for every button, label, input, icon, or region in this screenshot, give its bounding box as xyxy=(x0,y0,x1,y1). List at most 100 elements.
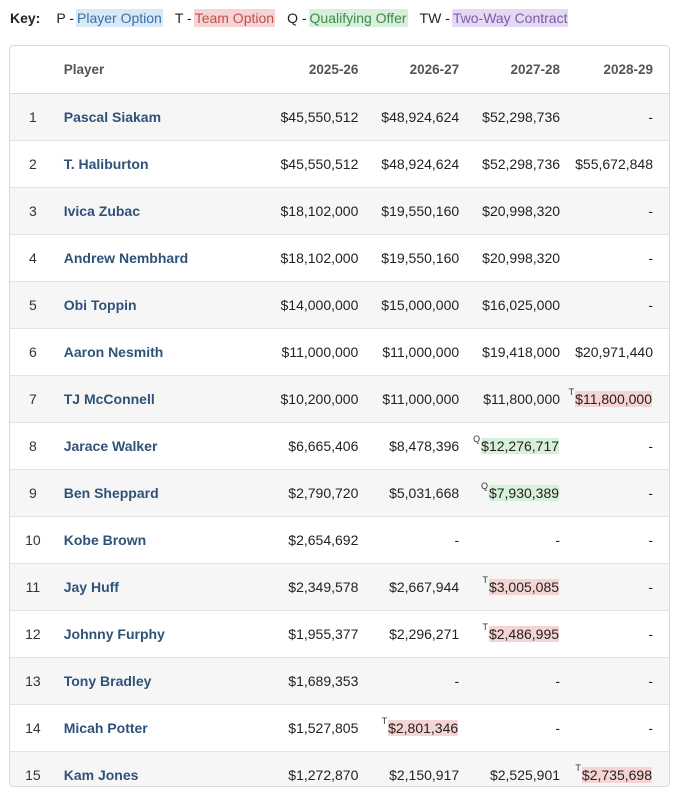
salary-cell-2026-27: T$2,801,346 xyxy=(358,705,459,752)
player-cell: TJ McConnell xyxy=(56,376,255,423)
salary-cell-2027-28: $16,025,000 xyxy=(459,282,560,329)
rank-cell: 5 xyxy=(10,282,56,329)
salary-cell-2028-29: - xyxy=(560,705,669,752)
player-cell: Aaron Nesmith xyxy=(56,329,255,376)
rank-cell: 13 xyxy=(10,658,56,705)
salary-value: - xyxy=(648,250,653,266)
salary-value: $52,298,736 xyxy=(482,109,560,125)
salary-cell-2027-28: - xyxy=(459,705,560,752)
salary-table-container: Player 2025-26 2026-27 2027-28 2028-29 1… xyxy=(9,45,670,787)
player-cell: Andrew Nembhard xyxy=(56,235,255,282)
table-header-row: Player 2025-26 2026-27 2027-28 2028-29 xyxy=(10,46,669,94)
salary-cell-2028-29: - xyxy=(560,282,669,329)
player-link[interactable]: Ivica Zubac xyxy=(64,203,140,219)
player-link[interactable]: Jarace Walker xyxy=(64,438,158,454)
rank-cell: 4 xyxy=(10,235,56,282)
salary-value: - xyxy=(648,485,653,501)
salary-value: $11,800,000 xyxy=(483,391,560,407)
rank-cell: 10 xyxy=(10,517,56,564)
salary-value: $5,031,668 xyxy=(389,485,459,501)
salary-value: $18,102,000 xyxy=(281,203,359,219)
key-item-team-option: T - Team Option xyxy=(175,9,275,27)
team-option-marker: T$2,801,346 xyxy=(381,719,460,737)
salary-value: $20,998,320 xyxy=(482,203,560,219)
player-link[interactable]: TJ McConnell xyxy=(64,391,155,407)
header-rank xyxy=(10,46,56,94)
option-superscript: Q xyxy=(473,434,480,444)
salary-value: $48,924,624 xyxy=(381,156,459,172)
player-link[interactable]: Aaron Nesmith xyxy=(64,344,164,360)
salary-cell-2028-29: - xyxy=(560,564,669,611)
salary-value: - xyxy=(555,673,560,689)
rank-cell: 3 xyxy=(10,188,56,235)
header-2025-26[interactable]: 2025-26 xyxy=(255,46,359,94)
team-option-marker: T$3,005,085 xyxy=(481,578,560,596)
salary-value: $20,998,320 xyxy=(482,250,560,266)
salary-value: - xyxy=(648,673,653,689)
player-link[interactable]: Johnny Furphy xyxy=(64,626,165,642)
qualifying-offer-marker: Q$7,930,389 xyxy=(480,484,560,502)
salary-cell-2026-27: $48,924,624 xyxy=(358,141,459,188)
header-player[interactable]: Player xyxy=(56,46,255,94)
salary-value: $11,800,000 xyxy=(575,391,652,407)
player-link[interactable]: Kobe Brown xyxy=(64,532,146,548)
player-cell: Tony Bradley xyxy=(56,658,255,705)
salary-value: $11,000,000 xyxy=(382,344,459,360)
player-link[interactable]: Micah Potter xyxy=(64,720,148,736)
option-superscript: T xyxy=(569,387,575,397)
rank-cell: 2 xyxy=(10,141,56,188)
team-option-marker: T$2,735,698 xyxy=(574,766,653,784)
salary-cell-2027-28: $52,298,736 xyxy=(459,94,560,141)
key-code-tw: TW - xyxy=(420,10,450,26)
salary-value: $20,971,440 xyxy=(575,344,653,360)
key-code-p: P - xyxy=(56,10,74,26)
salary-value: $15,000,000 xyxy=(381,297,459,313)
salary-cell-2025-26: $45,550,512 xyxy=(255,141,359,188)
rank-cell: 9 xyxy=(10,470,56,517)
salary-value: $8,478,396 xyxy=(389,438,459,454)
salary-cell-2025-26: $1,689,353 xyxy=(255,658,359,705)
player-link[interactable]: Kam Jones xyxy=(64,767,139,783)
salary-cell-2027-28: $52,298,736 xyxy=(459,141,560,188)
salary-cell-2027-28: - xyxy=(459,658,560,705)
salary-cell-2026-27: $19,550,160 xyxy=(358,235,459,282)
table-row: 2 T. Haliburton $45,550,512 $48,924,624$52,… xyxy=(10,141,669,188)
salary-cell-2027-28: Q$7,930,389 xyxy=(459,470,560,517)
player-link[interactable]: Jay Huff xyxy=(64,579,119,595)
player-link[interactable]: Pascal Siakam xyxy=(64,109,161,125)
salary-value: $1,689,353 xyxy=(288,673,358,689)
rank-cell: 12 xyxy=(10,611,56,658)
player-link[interactable]: Tony Bradley xyxy=(64,673,152,689)
player-cell: Johnny Furphy xyxy=(56,611,255,658)
salary-cell-2027-28: $11,800,000 xyxy=(459,376,560,423)
salary-value: $45,550,512 xyxy=(281,109,359,125)
salary-cell-2027-28: $19,418,000 xyxy=(459,329,560,376)
header-2028-29[interactable]: 2028-29 xyxy=(560,46,669,94)
player-cell: Kobe Brown xyxy=(56,517,255,564)
salary-cell-2028-29: - xyxy=(560,470,669,517)
salary-cell-2028-29: - xyxy=(560,658,669,705)
header-2027-28[interactable]: 2027-28 xyxy=(459,46,560,94)
salary-cell-2027-28: $2,525,901 xyxy=(459,752,560,787)
player-link[interactable]: Ben Sheppard xyxy=(64,485,159,501)
header-2026-27[interactable]: 2026-27 xyxy=(358,46,459,94)
salary-cell-2026-27: $2,667,944 xyxy=(358,564,459,611)
player-link[interactable]: T. Haliburton xyxy=(64,156,149,172)
salary-cell-2028-29: - xyxy=(560,235,669,282)
player-link[interactable]: Obi Toppin xyxy=(64,297,137,313)
option-superscript: T xyxy=(482,622,488,632)
key-code-q: Q - xyxy=(287,10,306,26)
option-superscript: Q xyxy=(481,481,488,491)
salary-cell-2026-27: $8,478,396 xyxy=(358,423,459,470)
salary-cell-2028-29: $20,971,440 xyxy=(560,329,669,376)
salary-cell-2025-26: $2,654,692 xyxy=(255,517,359,564)
salary-table: Player 2025-26 2026-27 2027-28 2028-29 1… xyxy=(10,46,669,787)
player-link[interactable]: Andrew Nembhard xyxy=(64,250,188,266)
salary-value: $2,790,720 xyxy=(288,485,358,501)
